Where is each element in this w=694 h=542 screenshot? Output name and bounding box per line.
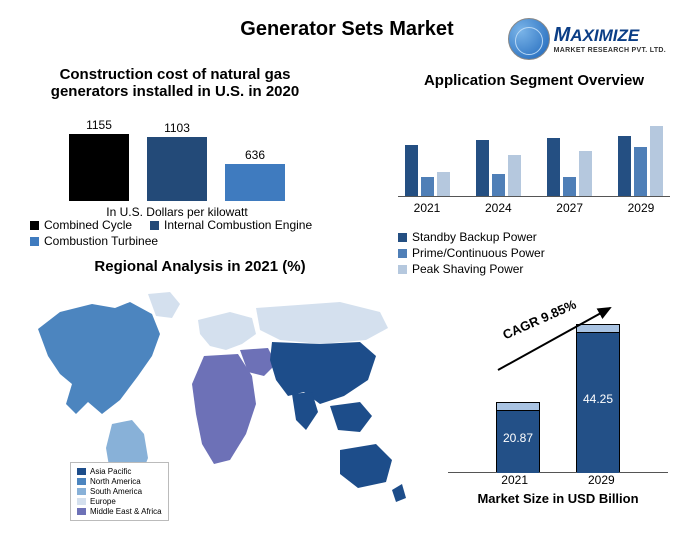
market-chart: 20.8744.25CAGR 9.85%20212029Market Size …	[448, 312, 668, 506]
market-bar-wrap: 20.87	[496, 402, 540, 472]
legend-item: Internal Combustion Engine	[150, 218, 312, 232]
year-label: 2027	[541, 201, 599, 215]
map-legend-item: South America	[77, 487, 162, 496]
australia-shape	[340, 444, 392, 488]
legend-item: Combined Cycle	[30, 218, 132, 232]
europe-shape	[198, 312, 256, 350]
regional-title: Regional Analysis in 2021 (%)	[50, 258, 350, 275]
market-value-label: 20.87	[497, 431, 539, 445]
app-bar	[437, 172, 450, 196]
app-bar	[618, 136, 631, 196]
legend-label: Peak Shaving Power	[412, 262, 523, 276]
construction-bar: 1155	[69, 118, 129, 201]
map-legend-label: South America	[90, 487, 142, 496]
year-group	[398, 145, 456, 196]
map-legend-swatch	[77, 488, 86, 495]
market-year-label: 2021	[501, 473, 528, 487]
year-label: 2021	[398, 201, 456, 215]
year-label: 2024	[469, 201, 527, 215]
map-legend-swatch	[77, 498, 86, 505]
legend-label: Combustion Turbinee	[44, 234, 158, 248]
legend-swatch	[150, 221, 159, 230]
legend-label: Prime/Continuous Power	[412, 246, 545, 260]
market-year-label: 2029	[588, 473, 615, 487]
app-bar	[421, 177, 434, 197]
map-legend-item: Asia Pacific	[77, 467, 162, 476]
app-bar	[405, 145, 418, 196]
construction-bar: 1103	[147, 121, 207, 201]
greenland-shape	[148, 292, 180, 318]
logo-sub: MARKET RESEARCH PVT. LTD.	[554, 47, 666, 54]
app-bar	[563, 177, 576, 197]
logo: MAXIMIZE MARKET RESEARCH PVT. LTD.	[508, 18, 666, 60]
app-bar	[634, 147, 647, 196]
market-bar: 20.87	[496, 402, 540, 472]
logo-text: MAXIMIZE MARKET RESEARCH PVT. LTD.	[554, 24, 666, 54]
year-group	[612, 126, 670, 196]
map-legend-item: Middle East & Africa	[77, 507, 162, 516]
bar	[147, 137, 207, 201]
map-legend-swatch	[77, 478, 86, 485]
year-label: 2029	[612, 201, 670, 215]
legend-label: Combined Cycle	[44, 218, 132, 232]
legend-item: Standby Backup Power	[398, 230, 537, 244]
app-bar	[476, 140, 489, 196]
legend-label: Standby Backup Power	[412, 230, 537, 244]
bar	[225, 164, 285, 201]
legend-swatch	[398, 265, 407, 274]
market-title: Market Size in USD Billion	[448, 491, 668, 506]
bar-value-label: 636	[245, 148, 265, 162]
logo-ax: AXIMIZE	[570, 26, 639, 45]
legend-swatch	[398, 233, 407, 242]
baseline	[398, 196, 670, 197]
construction-title: Construction cost of natural gas generat…	[30, 66, 320, 100]
app-bar	[508, 155, 521, 196]
africa-shape	[192, 354, 256, 464]
map-legend-label: Asia Pacific	[90, 467, 131, 476]
application-chart: 2021 2024 2027 2029	[398, 118, 670, 215]
application-legend: Standby Backup Power Prime/Continuous Pow…	[398, 230, 688, 278]
bar-value-label: 1155	[86, 118, 112, 132]
legend-item: Prime/Continuous Power	[398, 246, 545, 260]
logo-m: M	[554, 24, 571, 46]
legend-item: Peak Shaving Power	[398, 262, 523, 276]
map-legend-item: North America	[77, 477, 162, 486]
map-legend-label: Europe	[90, 497, 116, 506]
legend-swatch	[30, 237, 39, 246]
year-group	[469, 140, 527, 196]
bar	[69, 134, 129, 201]
bar-value-label: 1103	[164, 121, 190, 135]
nz-shape	[392, 484, 406, 502]
legend-swatch	[398, 249, 407, 258]
map-legend-label: Middle East & Africa	[90, 507, 162, 516]
map-legend: Asia PacificNorth AmericaSouth AmericaEu…	[70, 462, 169, 521]
map-legend-swatch	[77, 508, 86, 515]
map-legend-item: Europe	[77, 497, 162, 506]
russia-shape	[256, 302, 388, 344]
market-value-label: 44.25	[577, 392, 619, 406]
map-legend-label: North America	[90, 477, 141, 486]
north-america-shape	[38, 302, 160, 414]
map-legend-swatch	[77, 468, 86, 475]
app-bar	[547, 138, 560, 197]
globe-icon	[508, 18, 550, 60]
legend-swatch	[30, 221, 39, 230]
year-group	[541, 138, 599, 197]
sea-shape	[330, 402, 372, 432]
app-bar	[492, 174, 505, 196]
application-title: Application Segment Overview	[394, 72, 674, 89]
app-bar	[579, 151, 592, 196]
legend-item: Combustion Turbinee	[30, 234, 158, 248]
asia-shape	[270, 342, 376, 404]
construction-chart: 11551103636In U.S. Dollars per kilowatt	[62, 118, 292, 219]
app-bar	[650, 126, 663, 196]
construction-bar: 636	[225, 148, 285, 201]
construction-legend: Combined Cycle Internal Combustion Engine…	[30, 218, 370, 250]
legend-label: Internal Combustion Engine	[164, 218, 312, 232]
